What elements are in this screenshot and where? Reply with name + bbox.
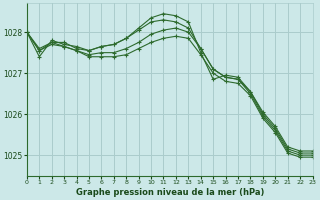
X-axis label: Graphe pression niveau de la mer (hPa): Graphe pression niveau de la mer (hPa) [76, 188, 264, 197]
